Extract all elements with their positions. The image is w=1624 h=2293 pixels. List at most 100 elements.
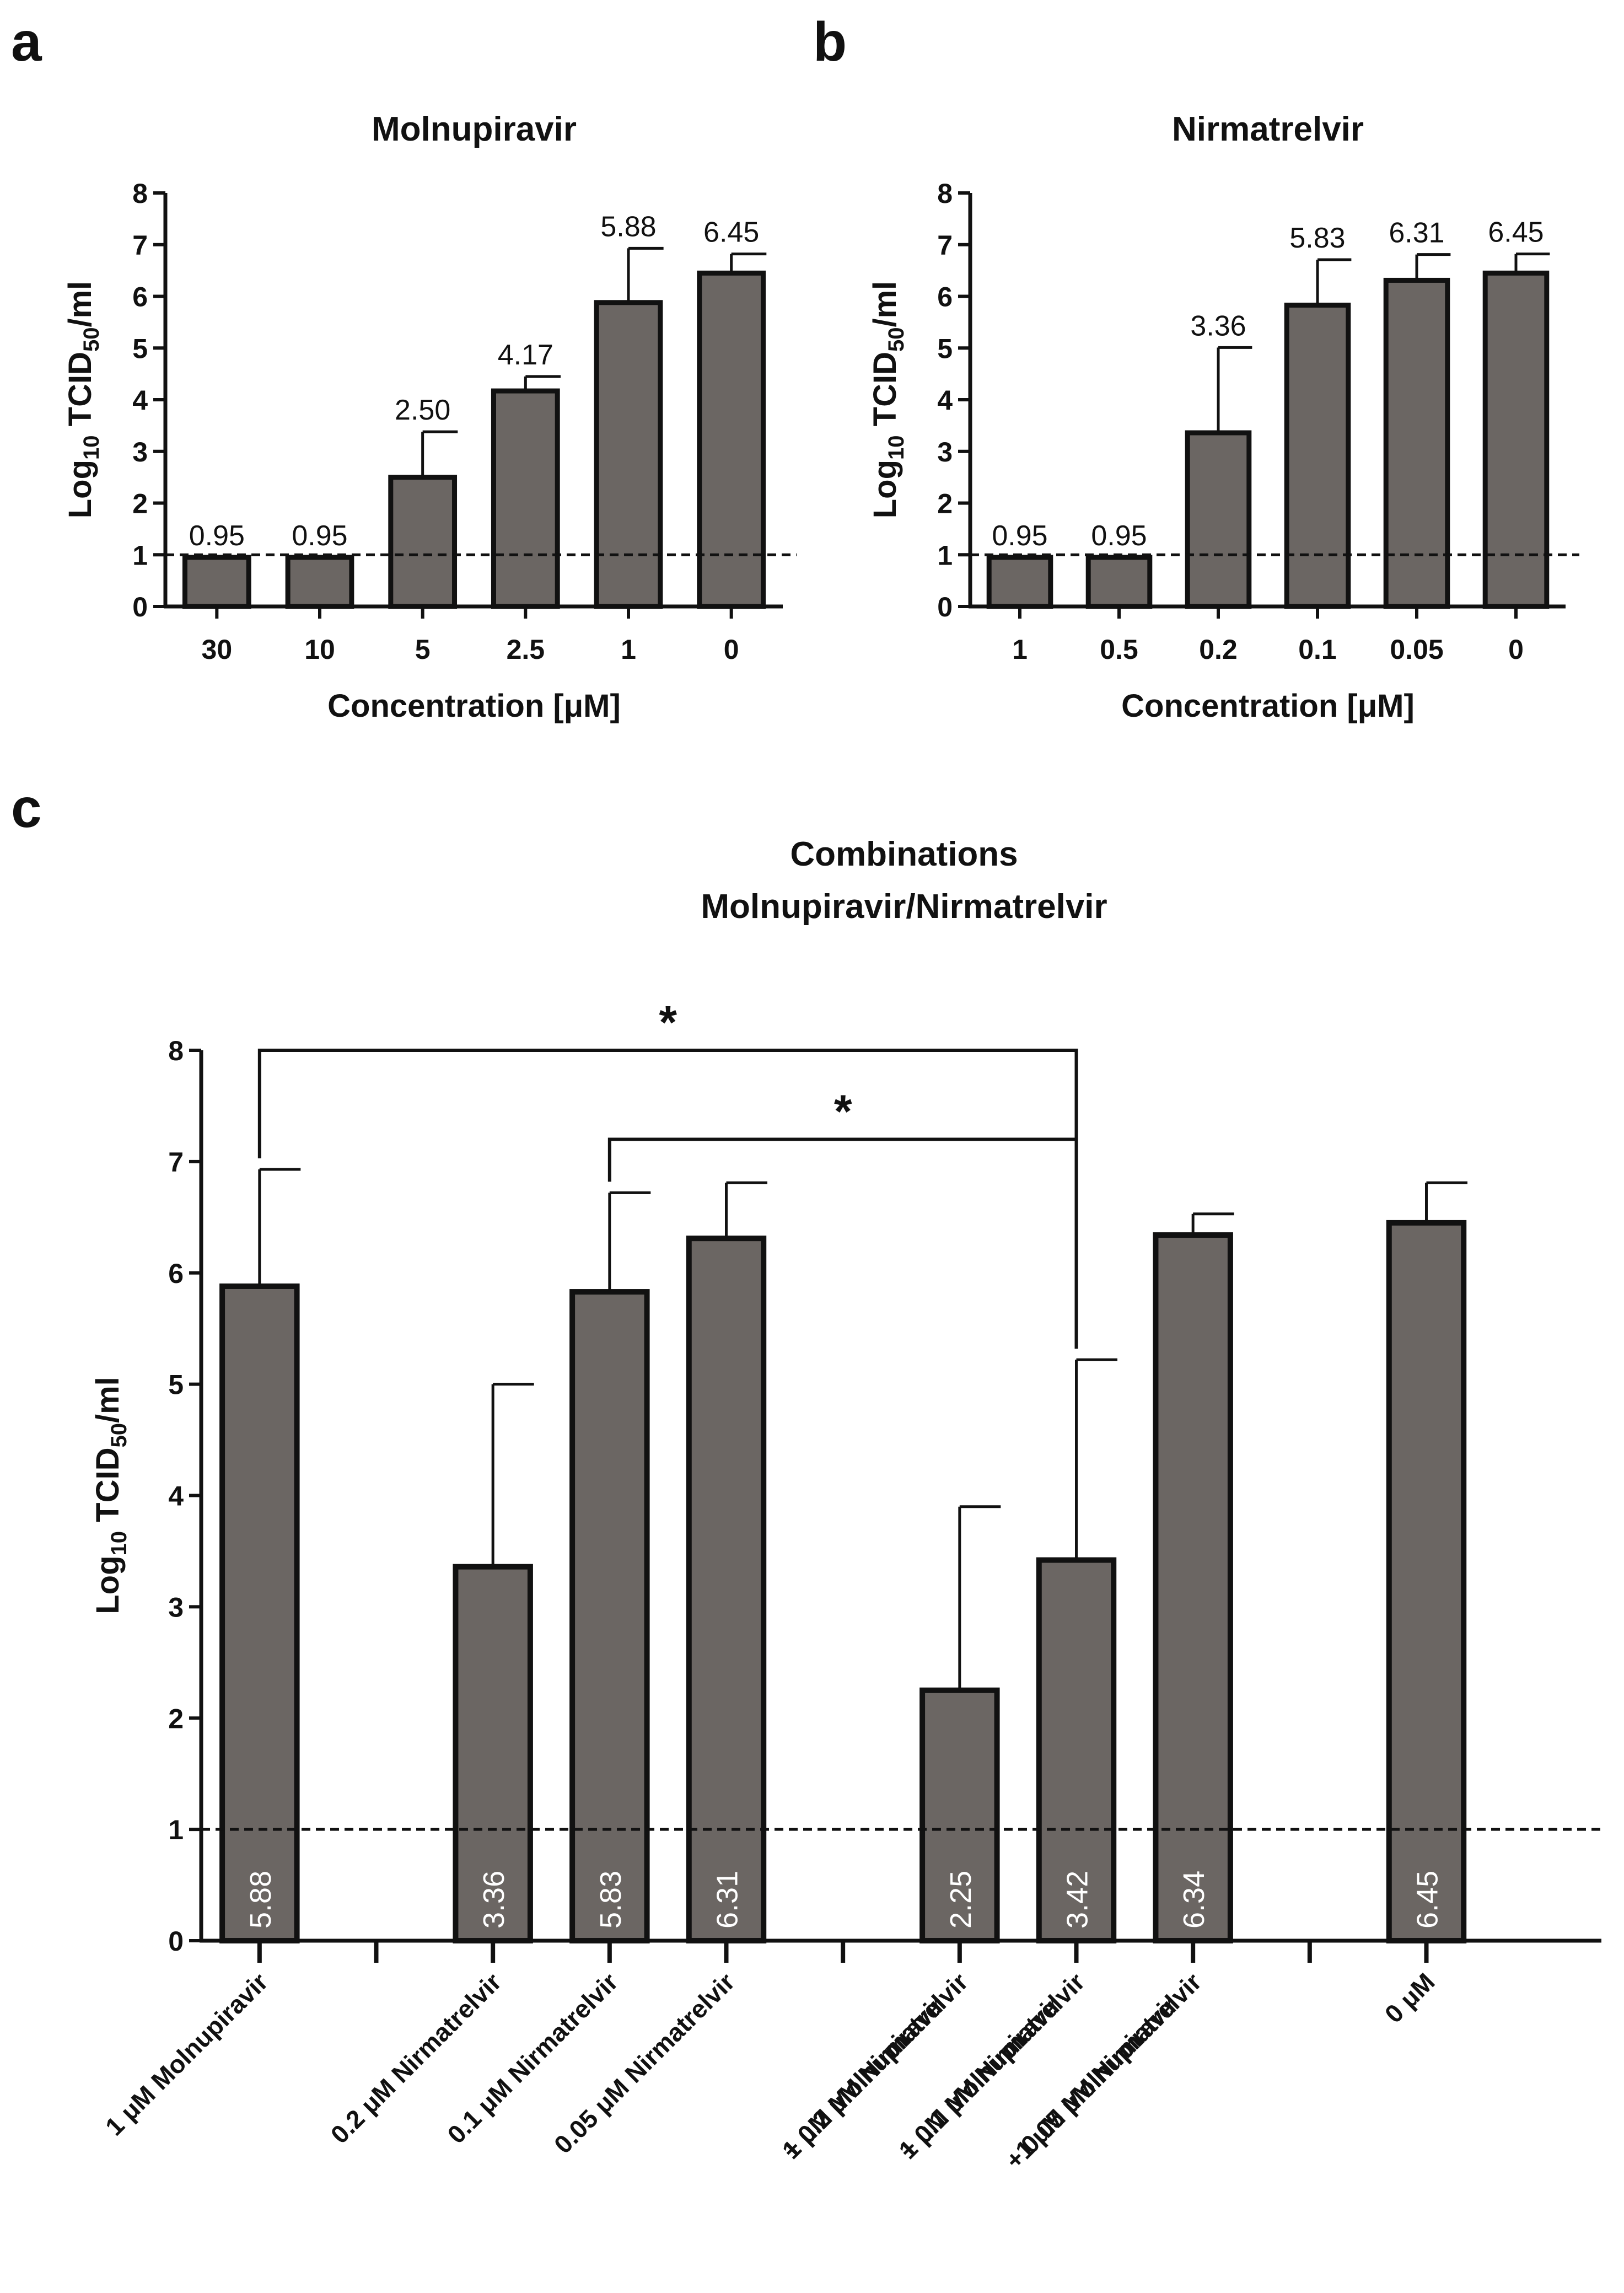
- a-x-axis-label: Concentration [μM]: [327, 688, 621, 724]
- panel-a-letter: a: [11, 11, 42, 73]
- c-value-label: 2.25: [944, 1871, 977, 1929]
- c-significance-star: *: [834, 1086, 852, 1137]
- b-value-label: 3.36: [1190, 310, 1246, 342]
- a-value-label: 6.45: [703, 217, 759, 249]
- b-y-axis-label-part: 10: [884, 435, 908, 460]
- c-significance-star: *: [659, 996, 677, 1048]
- c-value-label: 6.31: [711, 1871, 744, 1929]
- c-y-axis-label: Log10 TCID50/ml: [90, 1377, 131, 1614]
- c-bar: [686, 1236, 767, 1943]
- b-bar: [1085, 555, 1153, 609]
- c-bar: [453, 1564, 533, 1943]
- c-significance-bracket: [257, 1049, 1078, 1349]
- a-y-tick-label: 6: [132, 282, 148, 313]
- c-category-label: + 0.2 μM Nirmatrelvir: [776, 1967, 974, 2165]
- b-value-label: 5.83: [1289, 222, 1345, 254]
- b-bar: [1383, 277, 1450, 609]
- b-value-label: 6.31: [1389, 217, 1444, 249]
- a-y-tick-label: 5: [132, 333, 148, 364]
- a-x-tick-label: 10: [304, 634, 335, 665]
- c-bar: [919, 1687, 1000, 1943]
- b-bar: [1482, 270, 1550, 609]
- a-bar: [182, 555, 251, 609]
- c-bar: [219, 1283, 300, 1944]
- b-bar: [986, 555, 1053, 609]
- b-y-tick-label: 7: [937, 230, 953, 261]
- a-y-axis-label-part: /ml: [62, 281, 98, 327]
- c-y-axis-label-part: /ml: [90, 1377, 126, 1423]
- b-y-tick-label: 2: [937, 488, 953, 519]
- panel-c-title-line2: Molnupiravir/Nirmatrelvir: [701, 888, 1107, 926]
- a-bar: [285, 555, 354, 609]
- c-bar: [569, 1289, 650, 1944]
- a-y-axis-label-part: Log: [62, 460, 98, 518]
- panel-c: c Combinations Molnupiravir/Nirmatrelvir 0 1…: [11, 777, 1601, 2174]
- b-y-tick-label: 6: [937, 282, 953, 313]
- b-x-tick-label: 0.05: [1390, 634, 1443, 665]
- b-x-tick-label: 0.2: [1199, 634, 1238, 665]
- c-y-axis-label-part: Log: [90, 1555, 126, 1614]
- b-x-tick-label: 0: [1508, 634, 1524, 665]
- c-value-label: 3.42: [1061, 1871, 1094, 1929]
- c-category-label: 0 μM: [1379, 1967, 1440, 2028]
- b-y-axis-label-part: /ml: [867, 281, 903, 327]
- panel-a: aMolnupiravir0123456780.95300.95102.5054…: [11, 11, 797, 724]
- c-y-tick-label: 1: [168, 1814, 184, 1845]
- c-y-tick-label: 4: [168, 1481, 184, 1512]
- b-bar: [1284, 302, 1351, 609]
- b-y-tick-label: 8: [937, 178, 953, 209]
- a-y-axis-label: Log10 TCID50/ml: [62, 281, 104, 519]
- a-x-tick-label: 0: [724, 634, 739, 665]
- a-y-tick-label: 4: [132, 385, 148, 416]
- c-bar: [1153, 1232, 1233, 1943]
- a-y-tick-label: 1: [132, 540, 148, 571]
- b-y-tick-label: 4: [937, 385, 953, 416]
- panel-a-title: Molnupiravir: [372, 110, 577, 148]
- b-y-axis-label-part: 50: [884, 327, 908, 352]
- c-category-label: 1 μM Molnupiravir: [100, 1967, 273, 2141]
- c-value-label: 6.34: [1177, 1871, 1211, 1929]
- a-x-tick-label: 5: [415, 634, 431, 665]
- c-y-tick-label: 2: [168, 1703, 184, 1734]
- b-value-label: 6.45: [1488, 217, 1544, 249]
- a-y-axis-label-part: TCID: [62, 352, 98, 435]
- b-y-axis-label: Log10 TCID50/ml: [867, 281, 908, 519]
- c-value-label: 5.83: [594, 1871, 627, 1929]
- c-value-label: 6.45: [1411, 1871, 1444, 1929]
- b-y-tick-label: 5: [937, 333, 953, 364]
- c-y-tick-label: 3: [168, 1592, 184, 1623]
- c-y-axis-label-part: TCID: [90, 1448, 126, 1531]
- b-x-tick-label: 1: [1012, 634, 1028, 665]
- c-bar: [1386, 1220, 1467, 1943]
- c-y-axis-label-part: 50: [107, 1423, 131, 1448]
- c-bar: [1036, 1557, 1117, 1943]
- c-y-tick-label: 0: [168, 1926, 184, 1957]
- a-y-tick-label: 7: [132, 230, 148, 261]
- b-x-axis-label: Concentration [μM]: [1121, 688, 1415, 724]
- b-x-tick-label: 0.1: [1298, 634, 1337, 665]
- b-y-tick-label: 1: [937, 540, 953, 571]
- panel-b-title: Nirmatrelvir: [1172, 110, 1364, 148]
- a-bar: [697, 270, 766, 609]
- a-y-tick-label: 0: [132, 592, 148, 622]
- a-y-axis-label-part: 50: [79, 327, 104, 352]
- a-bar: [594, 300, 663, 609]
- c-y-axis-label-part: 10: [107, 1531, 131, 1556]
- a-x-tick-label: 2.5: [507, 634, 545, 665]
- c-category-label: + 0.1 μM Nirmatrelvir: [893, 1967, 1090, 2165]
- c-value-label: 3.36: [477, 1871, 510, 1929]
- c-value-label: 5.88: [244, 1871, 277, 1929]
- a-y-tick-label: 8: [132, 178, 148, 209]
- a-x-tick-label: 1: [621, 634, 636, 665]
- a-value-label: 5.88: [600, 211, 656, 243]
- b-y-axis-label-part: TCID: [867, 352, 903, 435]
- a-value-label: 4.17: [498, 339, 553, 371]
- panel-b: b Nirmatrelvir 0 1 2 3 4 5 6 7 8 0.95 1 0.95 0.5 3.36 0.…: [813, 11, 1579, 724]
- panel-c-title-line1: Combinations: [790, 835, 1018, 873]
- c-y-tick-label: 8: [168, 1035, 184, 1066]
- a-bar: [491, 388, 560, 609]
- c-category-label: + 0.05 μM Nirmatrelvir: [999, 1967, 1207, 2174]
- c-y-tick-label: 5: [168, 1370, 184, 1400]
- c-y-tick-label: 6: [168, 1258, 184, 1289]
